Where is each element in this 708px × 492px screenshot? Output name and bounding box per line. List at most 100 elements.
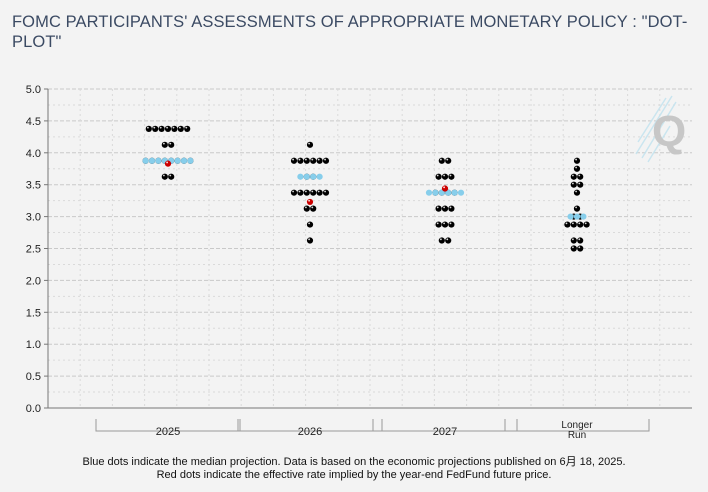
x-tick-label: 2026 — [298, 426, 322, 438]
market-implied-dot — [164, 160, 172, 167]
median-dot — [567, 213, 574, 220]
participant-dot — [438, 237, 445, 244]
participant-dot — [158, 125, 165, 132]
dot-highlight — [572, 246, 574, 249]
participant-dot — [152, 125, 159, 132]
y-tick-label: 1.5 — [26, 307, 41, 319]
participant-dot — [583, 221, 590, 228]
dot-highlight — [575, 190, 577, 193]
dot-highlight — [578, 238, 581, 241]
median-dot — [425, 189, 433, 196]
dot-highlight — [443, 186, 445, 189]
participant-dot — [290, 189, 298, 196]
participant-dot — [145, 125, 152, 132]
dot-highlight — [305, 190, 307, 193]
y-tick-label: 0.0 — [26, 403, 41, 415]
dot-highlight — [324, 158, 326, 161]
dot-highlight — [179, 126, 181, 129]
participant-dot — [570, 173, 577, 180]
dot-highlight — [446, 158, 449, 161]
dot-highlight — [436, 174, 439, 177]
dot-highlight — [292, 158, 294, 161]
dot-highlight — [305, 206, 307, 209]
y-tick-label: 3.5 — [26, 180, 41, 192]
x-tick-label: 2025 — [156, 426, 180, 438]
median-dot — [174, 157, 181, 164]
participant-dot — [577, 237, 584, 244]
participant-dot — [570, 221, 577, 228]
participant-dot — [441, 173, 449, 180]
x-tick-label: Longer — [561, 420, 593, 431]
category-bracket — [237, 419, 383, 432]
participant-dot — [448, 173, 455, 180]
participant-dot — [161, 141, 168, 148]
dot-highlight — [440, 238, 442, 241]
dot-highlight — [185, 126, 188, 129]
participant-dot — [306, 221, 314, 228]
participant-dot — [290, 157, 298, 164]
participant-dot — [322, 189, 330, 196]
participant-dot — [573, 189, 581, 196]
dot-highlight — [449, 174, 452, 177]
dot-highlight — [308, 199, 310, 202]
participant-dot — [177, 125, 184, 132]
median-dot — [451, 189, 458, 196]
participant-dot — [184, 125, 191, 132]
participant-dot — [570, 245, 577, 252]
dot-highlight — [572, 174, 574, 177]
participant-dot — [306, 237, 314, 244]
participant-dot — [577, 245, 584, 252]
y-tick-label: 4.5 — [26, 116, 41, 128]
participant-dot — [570, 181, 577, 188]
dot-highlight — [317, 190, 320, 193]
grid-lines — [47, 88, 692, 409]
participant-dot — [316, 157, 323, 164]
participant-dot — [322, 157, 330, 164]
dot-highlight — [298, 158, 301, 161]
median-dot — [155, 157, 162, 164]
median-dot — [310, 173, 317, 180]
dot-highlight — [449, 222, 452, 225]
y-tick-label: 2.5 — [26, 244, 41, 256]
participant-dot — [306, 141, 314, 148]
dot-highlight — [440, 158, 442, 161]
chart-title: FOMC PARTICIPANTS' ASSESSMENTS OF APPROP… — [12, 13, 688, 51]
dot-highlight — [317, 158, 320, 161]
dot-highlight — [443, 222, 445, 225]
median-dot — [303, 173, 310, 180]
participant-dot — [564, 221, 571, 228]
logo-speed-lines — [635, 95, 677, 163]
participant-dot — [445, 237, 452, 244]
footnote-market: Red dots indicate the effective rate imp… — [156, 469, 552, 481]
y-tick-label: 1.0 — [26, 339, 41, 351]
dot-highlight — [308, 142, 310, 145]
dot-highlight — [311, 190, 314, 193]
dot-highlight — [166, 161, 169, 164]
dot-highlight — [575, 206, 577, 209]
x-tick-label: 2027 — [433, 426, 457, 438]
participant-dot — [168, 173, 175, 180]
category-bracket — [504, 419, 650, 432]
participant-dot — [303, 157, 310, 164]
footnote-median: Blue dots indicate the median projection… — [82, 456, 626, 468]
dot-highlight — [446, 238, 449, 241]
dot-highlight — [572, 222, 574, 225]
dot-highlight — [166, 126, 169, 129]
participant-dot — [435, 221, 442, 228]
participant-dot — [577, 221, 584, 228]
median-dot — [457, 189, 465, 196]
median-dot — [573, 213, 581, 220]
dot-highlight — [169, 174, 172, 177]
participant-dot — [441, 221, 449, 228]
dot-highlight — [147, 126, 149, 129]
median-dot — [432, 189, 439, 196]
participant-dot — [573, 157, 581, 164]
y-tick-label: 4.0 — [26, 148, 41, 160]
dot-highlight — [436, 206, 439, 209]
dot-highlight — [436, 222, 439, 225]
dots-layer — [142, 125, 590, 252]
participant-dot — [168, 141, 175, 148]
dot-highlight — [584, 222, 587, 225]
participant-dot — [303, 205, 310, 212]
